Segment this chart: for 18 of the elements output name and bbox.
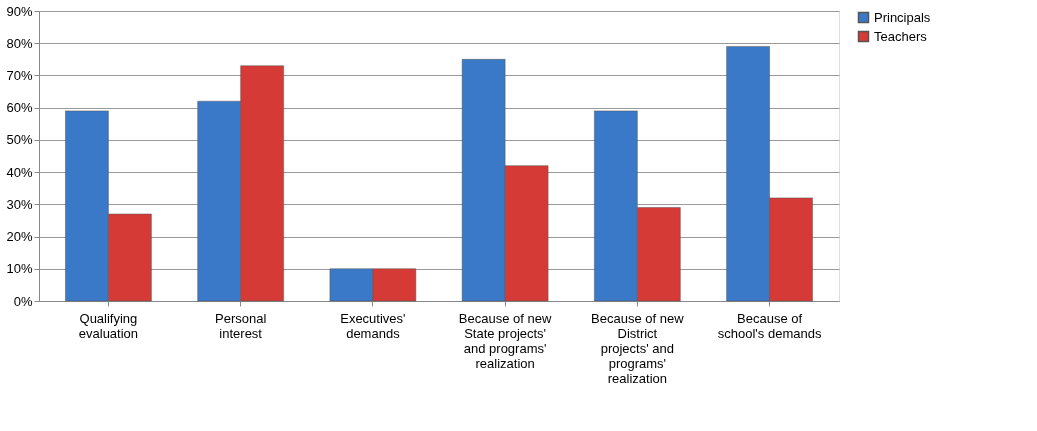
x-tick-label: Qualifying evaluation	[78, 310, 139, 341]
x-tick-label: Because of school's demands	[717, 310, 822, 341]
legend-label: Principals	[874, 9, 931, 25]
x-tick-label: Because of new State projects' and programs' realization	[458, 310, 552, 371]
y-tick-label: 20%	[6, 229, 33, 245]
y-tick-label: 50%	[6, 132, 33, 148]
y-tick-label: 70%	[6, 67, 33, 83]
y-tick-label: 90%	[6, 3, 33, 19]
y-tick-label: 10%	[6, 261, 33, 277]
y-tick-label: 60%	[6, 100, 33, 116]
legend-label: Teachers	[874, 28, 928, 44]
x-tick-label: Because of new District projects' and programs' realization	[591, 310, 685, 386]
x-tick-label: Personal interest	[215, 310, 267, 341]
y-tick-label: 40%	[6, 164, 33, 180]
y-tick-label: 80%	[6, 35, 33, 51]
x-tick-label: Executives' demands	[340, 310, 406, 341]
y-tick-label: 0%	[13, 293, 33, 309]
y-tick-label: 30%	[6, 196, 33, 212]
